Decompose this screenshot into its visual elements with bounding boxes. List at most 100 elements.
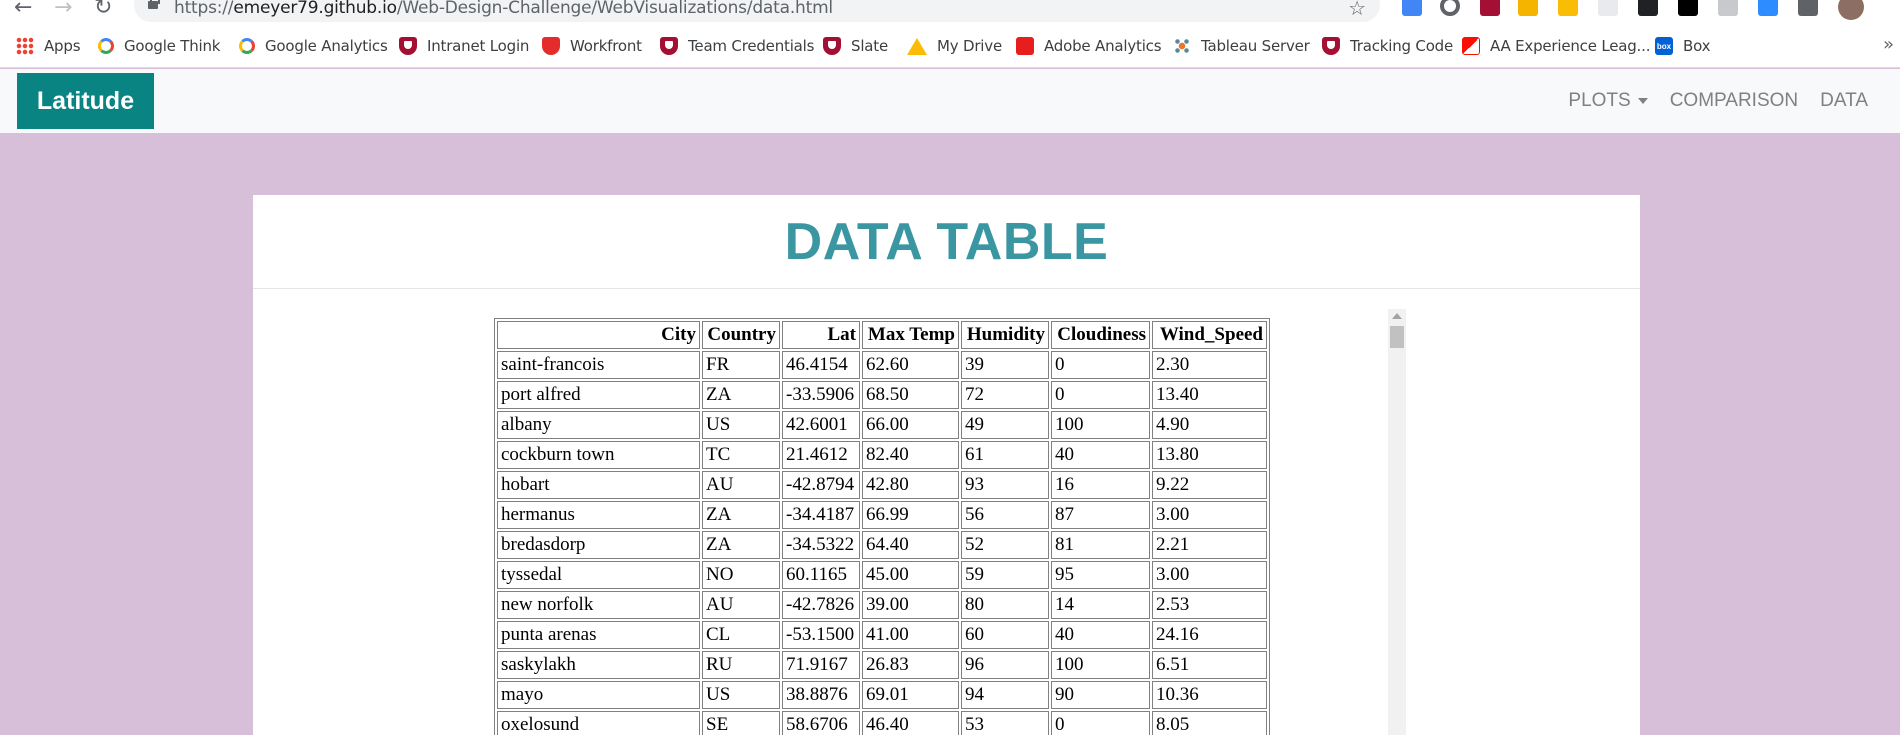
bookmark-aa-experience-league[interactable]: AA Experience Leag... [1462, 36, 1650, 56]
bookmark-slate[interactable]: Slate [823, 36, 888, 56]
header-city: City [497, 321, 700, 349]
forward-arrow-icon[interactable]: → [54, 0, 73, 20]
table-row: tyssedal NO 60.1165 45.00 59 95 3.00 [497, 561, 1267, 589]
bookmark-apps[interactable]: Apps [16, 36, 81, 56]
cell-max-temp: 68.50 [862, 381, 959, 409]
bookmark-star-icon[interactable]: ☆ [1348, 0, 1366, 20]
cell-humidity: 39 [961, 351, 1049, 379]
extension-ruler-icon[interactable] [1558, 0, 1578, 16]
bookmark-tableau-server[interactable]: Tableau Server [1173, 36, 1310, 56]
back-arrow-icon[interactable]: ← [14, 0, 33, 20]
extensions-puzzle-icon[interactable] [1798, 0, 1818, 16]
bookmark-my-drive[interactable]: My Drive [907, 36, 1002, 56]
cell-city: saskylakh [497, 651, 700, 679]
bookmark-team-credentials[interactable]: Team Credentials [660, 36, 814, 56]
bookmark-box[interactable]: box Box [1655, 37, 1711, 55]
table-row: hobart AU -42.8794 42.80 93 16 9.22 [497, 471, 1267, 499]
bookmarks-overflow-icon[interactable]: » [1882, 34, 1894, 55]
profile-avatar[interactable] [1838, 0, 1864, 20]
cell-cloudiness: 87 [1051, 501, 1150, 529]
extension-harvard-icon[interactable] [1480, 0, 1500, 16]
cell-city: punta arenas [497, 621, 700, 649]
cell-cloudiness: 16 [1051, 471, 1150, 499]
cell-lat: 58.6706 [782, 711, 860, 735]
box-icon: box [1655, 37, 1673, 55]
nav-plots-label: PLOTS [1568, 90, 1631, 111]
table-scroll-area[interactable]: City Country Lat Max Temp Humidity Cloud… [494, 318, 1284, 735]
cell-city: mayo [497, 681, 700, 709]
reload-icon[interactable]: ↻ [94, 0, 113, 20]
lock-icon [148, 0, 160, 9]
cell-country: ZA [702, 501, 780, 529]
cell-lat: -34.4187 [782, 501, 860, 529]
bookmark-workfront[interactable]: Workfront [542, 36, 642, 56]
table-row: saskylakh RU 71.9167 26.83 96 100 6.51 [497, 651, 1267, 679]
cell-humidity: 96 [961, 651, 1049, 679]
extension-adobe-icon[interactable] [1678, 0, 1698, 16]
cell-cloudiness: 0 [1051, 711, 1150, 735]
extension-dots-icon[interactable] [1638, 0, 1658, 16]
cell-max-temp: 39.00 [862, 591, 959, 619]
extension-dropbox-icon[interactable] [1718, 0, 1738, 16]
cell-cloudiness: 100 [1051, 651, 1150, 679]
cell-lat: 38.8876 [782, 681, 860, 709]
address-bar[interactable]: https://emeyer79.github.io/Web-Design-Ch… [134, 0, 1380, 22]
table-row: bredasdorp ZA -34.5322 64.40 52 81 2.21 [497, 531, 1267, 559]
extension-op-icon[interactable] [1518, 0, 1538, 16]
cell-wind-speed: 2.53 [1152, 591, 1267, 619]
google-drive-icon [907, 37, 927, 55]
bookmark-google-think[interactable]: Google Think [98, 36, 220, 56]
cell-city: port alfred [497, 381, 700, 409]
extension-circle-icon[interactable] [1440, 0, 1460, 16]
browser-toolbar: ← → ↻ https://emeyer79.github.io/Web-Des… [0, 0, 1900, 24]
nav-data[interactable]: DATA [1820, 90, 1868, 111]
header-humidity: Humidity [961, 321, 1049, 349]
extension-notes-icon[interactable] [1598, 0, 1618, 16]
cell-cloudiness: 81 [1051, 531, 1150, 559]
cell-wind-speed: 2.21 [1152, 531, 1267, 559]
cell-humidity: 49 [961, 411, 1049, 439]
nav-plots-dropdown[interactable]: PLOTS [1568, 90, 1648, 112]
url-text[interactable]: https://emeyer79.github.io/Web-Design-Ch… [174, 0, 833, 18]
cell-cloudiness: 40 [1051, 441, 1150, 469]
table-row: albany US 42.6001 66.00 49 100 4.90 [497, 411, 1267, 439]
table-header-row: City Country Lat Max Temp Humidity Cloud… [497, 321, 1267, 349]
cell-country: US [702, 411, 780, 439]
scroll-up-arrow-icon[interactable] [1392, 313, 1402, 319]
cell-cloudiness: 95 [1051, 561, 1150, 589]
cell-max-temp: 66.99 [862, 501, 959, 529]
cell-max-temp: 82.40 [862, 441, 959, 469]
extension-calendar-icon[interactable] [1402, 0, 1422, 16]
table-row: new norfolk AU -42.7826 39.00 80 14 2.53 [497, 591, 1267, 619]
brand-logo[interactable]: Latitude [17, 73, 154, 129]
table-scrollbar[interactable] [1388, 309, 1406, 735]
bookmark-adobe-analytics[interactable]: Adobe Analytics [1016, 36, 1162, 56]
harvard-shield-icon [660, 37, 678, 55]
nav-comparison[interactable]: COMPARISON [1669, 90, 1799, 111]
bookmark-intranet-login[interactable]: Intranet Login [399, 36, 529, 56]
cell-lat: -42.8794 [782, 471, 860, 499]
cell-city: new norfolk [497, 591, 700, 619]
cell-cloudiness: 0 [1051, 381, 1150, 409]
caret-down-icon [1637, 98, 1648, 104]
cell-wind-speed: 10.36 [1152, 681, 1267, 709]
scrollbar-thumb[interactable] [1390, 326, 1404, 348]
bookmark-google-analytics[interactable]: Google Analytics [239, 36, 388, 56]
cell-max-temp: 64.40 [862, 531, 959, 559]
harvard-shield-icon [399, 37, 417, 55]
bookmark-tracking-code[interactable]: Tracking Code [1322, 36, 1453, 56]
extension-zoom-icon[interactable] [1758, 0, 1778, 16]
cell-humidity: 52 [961, 531, 1049, 559]
cell-wind-speed: 4.90 [1152, 411, 1267, 439]
cell-city: cockburn town [497, 441, 700, 469]
table-row: saint-francois FR 46.4154 62.60 39 0 2.30 [497, 351, 1267, 379]
card-header: DATA TABLE [253, 195, 1640, 289]
cell-country: AU [702, 471, 780, 499]
cell-wind-speed: 8.05 [1152, 711, 1267, 735]
cell-city: hermanus [497, 501, 700, 529]
cell-max-temp: 46.40 [862, 711, 959, 735]
cell-country: AU [702, 591, 780, 619]
apps-grid-icon [16, 37, 34, 55]
cell-lat: -42.7826 [782, 591, 860, 619]
table-row: oxelosund SE 58.6706 46.40 53 0 8.05 [497, 711, 1267, 735]
